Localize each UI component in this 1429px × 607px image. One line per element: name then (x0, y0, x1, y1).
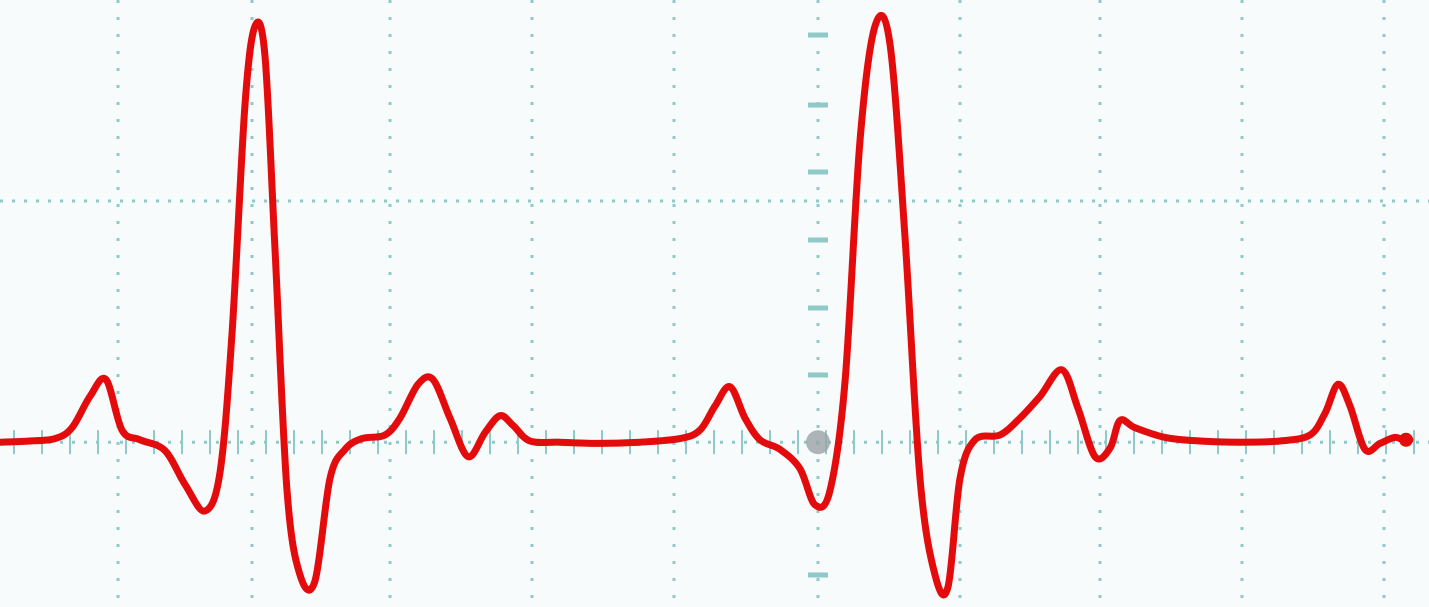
center-marker (806, 430, 830, 455)
ecg-trace-line (0, 11, 1414, 599)
grid-ticks (13, 32, 1415, 578)
trace-end-marker (1399, 432, 1413, 447)
